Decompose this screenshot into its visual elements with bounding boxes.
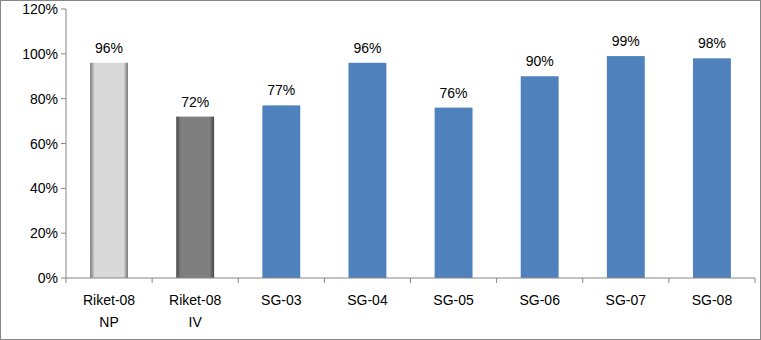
x-tick: [324, 278, 325, 283]
chart: 0% 20% 40% 60% 80% 100% 120% Riket-08NP Riket-08…: [0, 0, 761, 340]
bar: [607, 56, 645, 278]
y-tick: [61, 233, 66, 234]
x-tick-label: SG-08: [692, 292, 733, 308]
data-label: 90%: [526, 53, 554, 69]
x-tick: [668, 278, 669, 283]
x-tick-label: SG-05: [433, 292, 474, 308]
bar: [521, 76, 559, 278]
x-tick: [66, 278, 67, 283]
data-label: 77%: [267, 82, 295, 98]
x-tick: [238, 278, 239, 283]
data-label: 72%: [181, 94, 209, 110]
y-tick: [61, 278, 66, 279]
chart-container: 0% 20% 40% 60% 80% 100% 120% Riket-08NP Riket-08…: [0, 0, 761, 340]
bar: [693, 58, 731, 278]
y-tick: [61, 188, 66, 189]
y-tick: [61, 9, 66, 10]
bar: [90, 63, 128, 278]
x-tick-label: SG-06: [519, 292, 560, 308]
data-label: 76%: [440, 85, 468, 101]
y-tick: [61, 98, 66, 99]
bars: [90, 56, 731, 278]
x-tick: [152, 278, 153, 283]
data-label: 98%: [698, 35, 726, 51]
bar: [262, 105, 300, 278]
data-label: 96%: [353, 40, 381, 56]
y-tick-label: 20%: [30, 225, 58, 241]
data-label: 96%: [95, 40, 123, 56]
y-tick-label: 0%: [38, 270, 58, 286]
x-tick: [755, 278, 756, 283]
x-tick: [410, 278, 411, 283]
x-tick: [496, 278, 497, 283]
x-tick-label: SG-04: [347, 292, 388, 308]
bar: [348, 63, 386, 278]
y-tick-label: 40%: [30, 180, 58, 196]
x-tick: [582, 278, 583, 283]
y-tick-label: 120%: [22, 1, 58, 17]
y-tick: [61, 143, 66, 144]
x-tick-label: Riket-08NP: [83, 292, 135, 330]
x-tick-label: SG-03: [261, 292, 302, 308]
bar: [176, 117, 214, 278]
data-label: 99%: [612, 33, 640, 49]
y-tick-label: 60%: [30, 136, 58, 152]
bar: [435, 108, 473, 278]
chart-frame: [1, 1, 761, 340]
y-tick: [61, 53, 66, 54]
x-tick-label: SG-07: [606, 292, 647, 308]
x-tick-label: Riket-08IV: [169, 292, 221, 330]
y-tick-label: 100%: [22, 46, 58, 62]
y-tick-label: 80%: [30, 91, 58, 107]
